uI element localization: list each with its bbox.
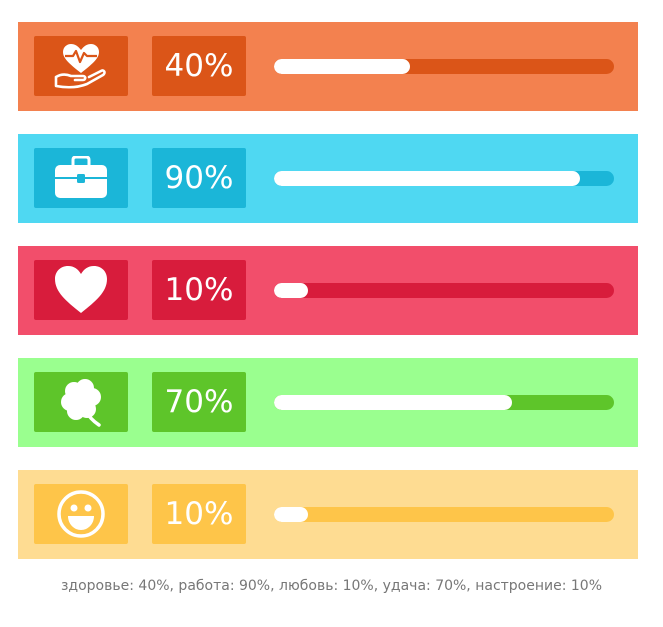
smiley-icon <box>56 489 106 539</box>
mood-progress-bar <box>274 507 614 522</box>
luck-percent: 70% <box>152 372 246 432</box>
mood-progress-fill <box>274 507 308 522</box>
stat-row-love: 10% <box>18 246 638 335</box>
stat-row-mood: 10% <box>18 470 638 559</box>
love-progress-fill <box>274 283 308 298</box>
briefcase-icon <box>53 156 109 200</box>
stat-row-health: 40% <box>18 22 638 111</box>
love-progress-bar <box>274 283 614 298</box>
health-percent: 40% <box>152 36 246 96</box>
clover-icon <box>56 377 106 427</box>
work-progress-bar <box>274 171 614 186</box>
health-progress-fill <box>274 59 410 74</box>
love-icon-box <box>34 260 128 320</box>
luck-icon-box <box>34 372 128 432</box>
work-icon-box <box>34 148 128 208</box>
heart-in-hand-icon <box>53 43 109 89</box>
stat-row-work: 90% <box>18 134 638 223</box>
luck-progress-fill <box>274 395 512 410</box>
mood-percent: 10% <box>152 484 246 544</box>
work-progress-fill <box>274 171 580 186</box>
heart-icon <box>53 265 109 315</box>
luck-progress-bar <box>274 395 614 410</box>
mood-icon-box <box>34 484 128 544</box>
health-progress-bar <box>274 59 614 74</box>
stats-list: 40% 90% <box>18 22 638 582</box>
summary-caption: здоровье: 40%, работа: 90%, любовь: 10%,… <box>60 578 603 594</box>
work-percent: 90% <box>152 148 246 208</box>
stat-row-luck: 70% <box>18 358 638 447</box>
health-icon-box <box>34 36 128 96</box>
love-percent: 10% <box>152 260 246 320</box>
